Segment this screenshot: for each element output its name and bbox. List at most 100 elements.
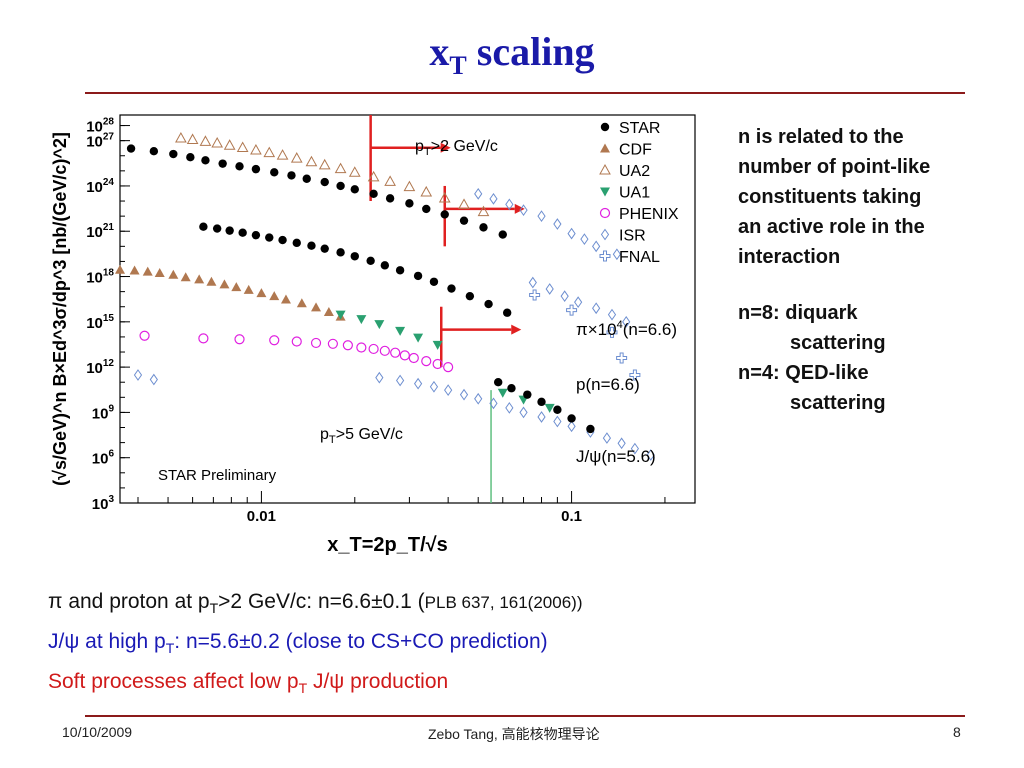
data-point-isr	[607, 308, 617, 321]
data-point-cdf	[231, 282, 242, 292]
data-point-cdf	[311, 302, 322, 312]
data-point-isr	[149, 373, 158, 386]
y-tick-label: 1018	[86, 268, 114, 287]
data-point-star	[169, 149, 178, 159]
data-point-cdf	[142, 266, 153, 276]
data-point-phenix	[356, 342, 367, 353]
cut-arrowhead	[440, 142, 451, 153]
data-point-ua2	[290, 152, 303, 163]
legend-label: UA1	[619, 185, 650, 202]
data-point-ua2	[458, 198, 470, 209]
data-point-isr	[600, 228, 610, 241]
data-point-ua2	[367, 170, 380, 182]
data-point-star	[523, 390, 532, 399]
data-point-phenix	[421, 356, 432, 367]
data-point-star	[126, 144, 136, 153]
data-point-star	[366, 256, 375, 266]
data-point-star	[395, 266, 405, 275]
curve-label-jpsi: J/ψ(n=5.6)	[576, 447, 656, 466]
y-tick-label: 1015	[86, 313, 114, 332]
curve-label-p: p(n=6.6)	[576, 375, 640, 394]
data-point-star	[292, 238, 301, 248]
legend-label: UA2	[619, 163, 650, 180]
data-point-phenix	[269, 335, 280, 346]
data-point-phenix	[327, 338, 338, 349]
scenario-continuation: scattering	[790, 332, 886, 354]
data-point-star	[320, 244, 329, 253]
data-point-isr	[592, 302, 601, 315]
data-point-isr	[537, 210, 546, 223]
data-point-phenix	[390, 347, 401, 358]
data-point-ua2	[420, 185, 433, 197]
data-point-cdf	[296, 298, 307, 308]
data-point-star	[199, 222, 208, 231]
cut-arrowhead	[511, 324, 522, 335]
data-point-ua2	[318, 158, 331, 170]
data-point-ua1	[544, 403, 555, 413]
summary-line: Soft processes affect low pT J/ψ product…	[48, 670, 449, 697]
data-point-ua2	[250, 143, 262, 155]
data-point-cdf	[280, 294, 291, 304]
data-point-ua2	[384, 175, 396, 186]
data-point-star	[307, 241, 316, 250]
data-point-isr	[574, 296, 583, 309]
data-point-cdf	[129, 265, 140, 275]
data-point-star	[320, 177, 329, 187]
data-point-star	[238, 228, 247, 237]
data-point-star	[278, 235, 287, 245]
data-point-star	[484, 299, 493, 309]
data-point-cdf	[323, 306, 334, 316]
x-axis-label: x_T=2p_T/√s	[327, 534, 447, 556]
data-point-cdf	[600, 143, 610, 153]
data-point-isr	[622, 315, 631, 328]
data-point-phenix	[139, 330, 150, 341]
data-point-isr	[505, 401, 514, 414]
data-point-ua2	[175, 131, 187, 143]
data-point-star	[465, 291, 475, 301]
data-point-isr	[630, 442, 639, 455]
curve-label-pi: π×104(n=6.6)	[576, 319, 677, 339]
note-line: n is related to the	[738, 126, 904, 148]
note-line: constituents taking	[738, 186, 922, 208]
data-point-ua1	[356, 315, 367, 325]
data-point-star	[251, 230, 261, 240]
scenario-continuation: scattering	[790, 392, 886, 414]
data-point-star	[225, 226, 234, 235]
data-point-star	[302, 174, 311, 183]
y-tick-label: 103	[92, 494, 115, 513]
data-point-star	[350, 252, 359, 261]
y-tick-label: 1021	[86, 222, 114, 241]
footer-author: Zebo Tang, 高能核物理导论	[428, 726, 600, 742]
data-point-star	[429, 277, 439, 286]
data-point-star	[440, 210, 449, 219]
data-point-star	[553, 405, 562, 414]
data-point-isr	[459, 388, 469, 401]
data-point-phenix	[291, 336, 302, 347]
annotation-pt2: pT>2 GeV/c	[415, 138, 498, 158]
data-point-isr	[444, 384, 453, 396]
data-point-star	[385, 194, 395, 203]
annotation-preliminary: STAR Preliminary	[158, 467, 277, 484]
annotation-pt5: pT>5 GeV/c	[320, 426, 403, 446]
data-point-isr	[528, 276, 537, 289]
data-point-ua2	[477, 205, 490, 217]
data-point-ua1	[413, 333, 424, 343]
y-tick-label: 1012	[86, 358, 114, 377]
data-point-isr	[395, 374, 405, 387]
data-point-ua1	[395, 326, 406, 336]
data-point-ua1	[600, 187, 610, 197]
summary-line: J/ψ at high pT: n=5.6±0.2 (close to CS+C…	[48, 630, 548, 657]
data-point-star	[369, 189, 378, 199]
data-point-ua2	[276, 149, 289, 160]
slide-title: xT scaling	[429, 29, 595, 80]
data-point-ua2	[236, 141, 249, 153]
data-point-phenix	[234, 334, 245, 345]
data-point-isr	[133, 369, 143, 381]
data-point-isr	[489, 397, 498, 410]
plot-frame	[119, 114, 696, 504]
x-tick-label: 0.1	[561, 508, 582, 525]
data-point-star	[336, 248, 345, 257]
explanation-notes: n is related to the number of point-like c…	[738, 122, 1018, 418]
data-point-star	[265, 233, 274, 242]
data-point-isr	[646, 449, 655, 461]
